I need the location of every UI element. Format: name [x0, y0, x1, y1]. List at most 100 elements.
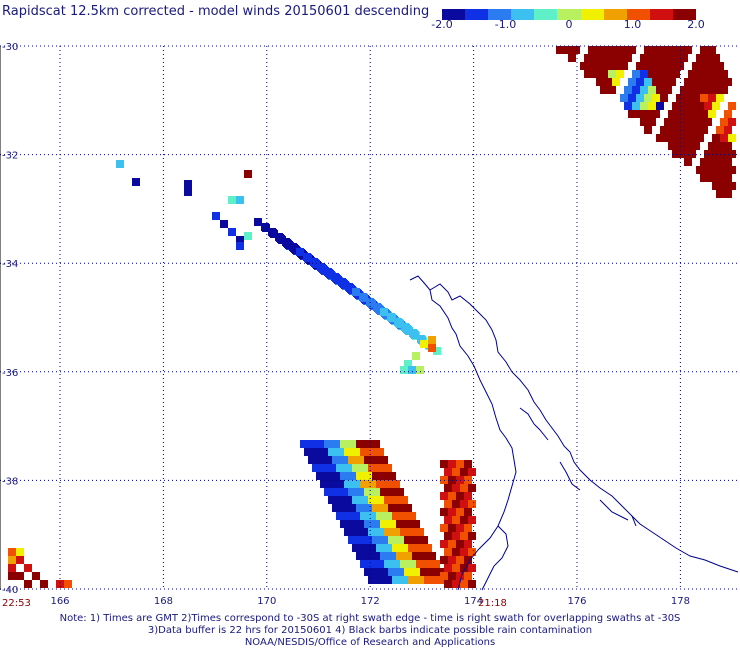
- wind-cell: [344, 512, 352, 520]
- wind-cell: [440, 460, 448, 468]
- wind-cell: [268, 228, 276, 236]
- lat-lon-grid: [0, 45, 740, 590]
- wind-cell: [468, 468, 476, 476]
- wind-cell: [708, 174, 716, 182]
- wind-cell: [289, 243, 297, 251]
- wind-cell: [275, 233, 283, 241]
- wind-cell: [388, 568, 396, 576]
- lon-tick-label: 170: [257, 596, 276, 607]
- wind-cell: [376, 560, 384, 568]
- swath-time-right: 21:18: [478, 598, 507, 609]
- wind-cell: [228, 196, 236, 204]
- wind-cell: [612, 46, 620, 54]
- wind-cell: [384, 512, 392, 520]
- wind-cell: [408, 366, 416, 374]
- wind-cell: [340, 504, 348, 512]
- wind-cell: [352, 544, 360, 552]
- wind-cell: [420, 552, 428, 560]
- wind-cell: [420, 340, 428, 348]
- wind-cell: [392, 480, 400, 488]
- wind-cell: [712, 70, 720, 78]
- wind-cell: [448, 556, 456, 564]
- wind-cell: [300, 440, 308, 448]
- wind-cell: [440, 556, 448, 564]
- wind-cell: [584, 54, 592, 62]
- wind-cell: [308, 440, 316, 448]
- wind-cell: [464, 572, 472, 580]
- wind-cell: [688, 86, 696, 94]
- wind-cell: [720, 150, 728, 158]
- wind-cell: [724, 158, 732, 166]
- wind-cell: [408, 512, 416, 520]
- wind-cell: [660, 126, 668, 134]
- wind-cell: [396, 488, 404, 496]
- wind-cell: [664, 118, 672, 126]
- wind-cell: [696, 70, 704, 78]
- wind-cell: [720, 118, 728, 126]
- wind-cell: [604, 78, 612, 86]
- wind-cell: [464, 508, 472, 516]
- wind-cell: [360, 448, 368, 456]
- wind-cell: [296, 248, 304, 256]
- lat-tick-label: -32: [2, 151, 18, 162]
- wind-cell: [396, 552, 404, 560]
- wind-cell: [331, 273, 339, 281]
- lon-tick-label: 178: [671, 596, 690, 607]
- wind-cell: [656, 70, 664, 78]
- wind-cell: [592, 54, 600, 62]
- colorbar-segment: [442, 9, 466, 20]
- wind-cell: [628, 46, 636, 54]
- wind-cell: [384, 480, 392, 488]
- wind-cell: [380, 504, 388, 512]
- wind-cell: [340, 472, 348, 480]
- wind-cell: [404, 504, 412, 512]
- wind-cell: [724, 174, 732, 182]
- wind-cell: [336, 448, 344, 456]
- wind-cell: [464, 524, 472, 532]
- colorbar-tick-label: -2.0: [431, 18, 453, 31]
- lon-tick-label: 166: [50, 596, 69, 607]
- wind-cell: [409, 329, 417, 337]
- wind-cell: [604, 62, 612, 70]
- wind-cell: [388, 472, 396, 480]
- wind-cell: [236, 196, 244, 204]
- wind-cell: [712, 102, 720, 110]
- wind-cell: [660, 62, 668, 70]
- wind-cells: [8, 46, 736, 588]
- wind-cell: [336, 464, 344, 472]
- coastline: [409, 275, 739, 591]
- wind-cell: [672, 70, 680, 78]
- wind-cell: [724, 190, 732, 198]
- lat-tick-label: -30: [2, 42, 18, 53]
- wind-cell: [376, 528, 384, 536]
- wind-cell: [372, 568, 380, 576]
- wind-cell: [380, 552, 388, 560]
- wind-cell: [384, 464, 392, 472]
- wind-cell: [468, 548, 476, 556]
- wind-cell: [360, 496, 368, 504]
- wind-cell: [332, 456, 340, 464]
- wind-cell: [440, 492, 448, 500]
- wind-cell: [700, 126, 708, 134]
- wind-cell: [387, 313, 395, 321]
- wind-cell: [316, 440, 324, 448]
- wind-cell: [584, 70, 592, 78]
- wind-cell: [568, 54, 576, 62]
- wind-cell: [348, 472, 356, 480]
- wind-cell: [704, 150, 712, 158]
- wind-cell: [620, 62, 628, 70]
- wind-cell: [664, 54, 672, 62]
- wind-cell: [612, 78, 620, 86]
- wind-cell: [356, 472, 364, 480]
- wind-cell: [440, 540, 448, 548]
- wind-cell: [64, 580, 72, 588]
- wind-cell: [448, 508, 456, 516]
- wind-cell: [600, 54, 608, 62]
- wind-cell: [588, 46, 596, 54]
- wind-cell: [668, 78, 676, 86]
- wind-cell: [368, 544, 376, 552]
- wind-cell: [344, 448, 352, 456]
- wind-cell: [340, 456, 348, 464]
- wind-cell: [356, 504, 364, 512]
- lon-tick-label: 168: [154, 596, 173, 607]
